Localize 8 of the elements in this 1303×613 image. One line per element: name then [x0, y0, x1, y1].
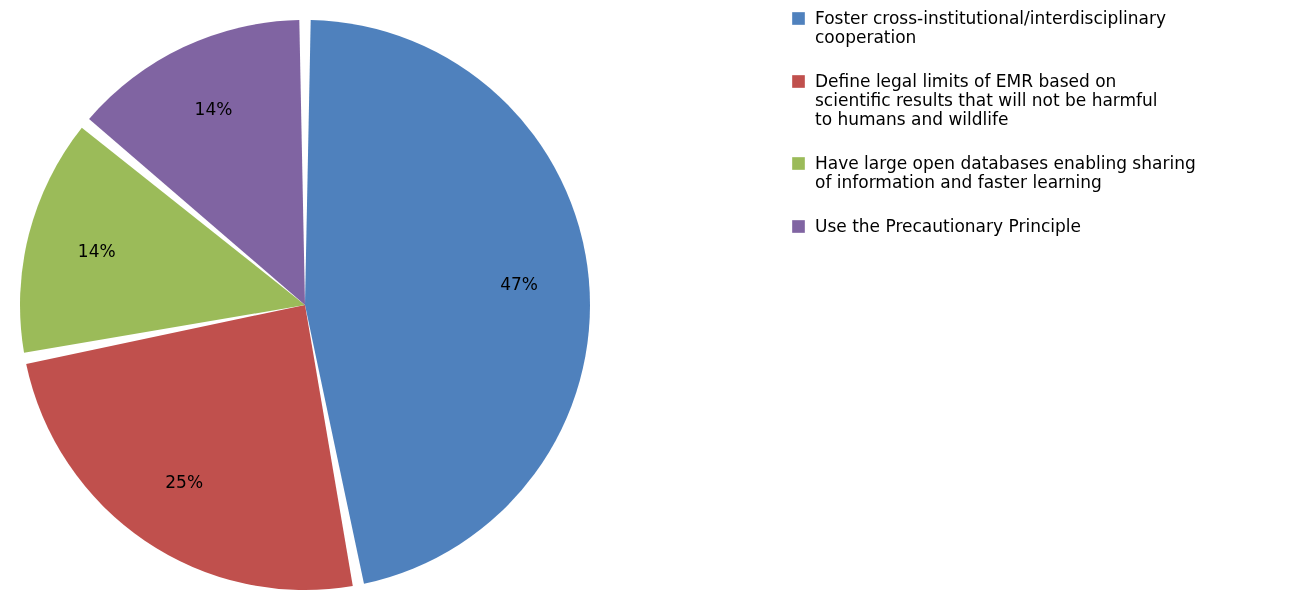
- data-label: 14%: [194, 99, 233, 120]
- data-label: 47%: [500, 273, 538, 294]
- data-label: 14%: [77, 240, 116, 261]
- legend-label: Foster cross-institutional/interdisciplinary cooperation: [815, 7, 1167, 47]
- data-label: 25%: [165, 471, 204, 492]
- legend-label: Use the Precautionary Principle: [815, 215, 1081, 236]
- legend-label: Have large open databases enabling sharing of information and faster learning: [815, 152, 1196, 192]
- legend-label: Define legal limits of EMR based on scientific results that will not be harmful to humans and wildlife: [815, 70, 1158, 129]
